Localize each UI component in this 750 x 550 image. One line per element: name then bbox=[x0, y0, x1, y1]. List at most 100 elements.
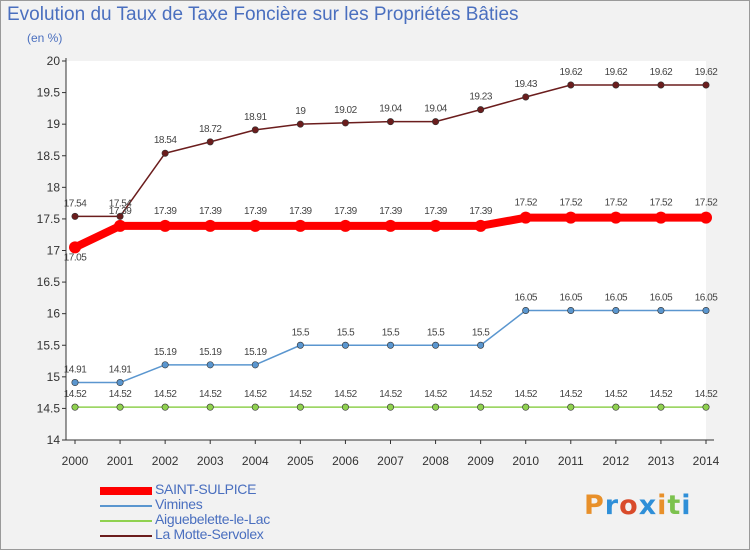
data-label: 17.39 bbox=[334, 206, 357, 217]
data-label: 16.05 bbox=[695, 293, 718, 304]
data-point bbox=[116, 403, 124, 411]
legend-label: Aiguebelette-le-Lac bbox=[155, 511, 270, 527]
x-tick-label: 2011 bbox=[558, 454, 584, 468]
data-point bbox=[206, 403, 214, 411]
data-point bbox=[567, 403, 575, 411]
data-point bbox=[477, 106, 485, 114]
data-point bbox=[296, 120, 304, 128]
logo-letter: i bbox=[657, 490, 668, 521]
data-label: 14.52 bbox=[650, 389, 673, 400]
data-label: 19.02 bbox=[334, 105, 357, 116]
data-label: 15.5 bbox=[427, 327, 445, 338]
logo-letter: x bbox=[638, 490, 658, 521]
data-point bbox=[432, 341, 440, 349]
chart-subtitle: (en %) bbox=[27, 31, 63, 45]
y-tick-label: 19 bbox=[47, 117, 61, 131]
x-tick-label: 2001 bbox=[107, 454, 134, 468]
data-label: 16.05 bbox=[514, 293, 537, 304]
y-tick-label: 15.5 bbox=[37, 338, 61, 352]
data-label: 18.72 bbox=[199, 124, 222, 135]
data-point bbox=[702, 307, 710, 315]
x-tick-label: 2002 bbox=[152, 454, 179, 468]
data-point bbox=[567, 81, 575, 89]
data-label: 19 bbox=[295, 106, 306, 117]
legend-label: SAINT-SULPICE bbox=[155, 481, 257, 497]
data-label: 17.39 bbox=[289, 206, 312, 217]
data-label: 14.52 bbox=[514, 389, 537, 400]
x-tick-label: 2008 bbox=[422, 454, 449, 468]
y-tick-label: 19.5 bbox=[37, 86, 61, 100]
x-tick-label: 2010 bbox=[512, 454, 539, 468]
data-label: 15.5 bbox=[337, 327, 355, 338]
x-tick-label: 2004 bbox=[242, 454, 269, 468]
data-label: 18.54 bbox=[154, 135, 177, 146]
data-label: 14.52 bbox=[154, 389, 177, 400]
legend-swatch bbox=[100, 487, 152, 495]
data-point bbox=[657, 307, 665, 315]
y-tick-label: 16 bbox=[47, 307, 61, 321]
data-label: 17.52 bbox=[605, 198, 628, 209]
data-point bbox=[339, 219, 352, 232]
data-point bbox=[700, 211, 712, 224]
data-point bbox=[251, 126, 259, 134]
data-label: 14.52 bbox=[64, 389, 87, 400]
data-label: 17.54 bbox=[64, 198, 87, 209]
plot-area bbox=[66, 61, 706, 440]
data-point bbox=[204, 219, 217, 232]
data-point bbox=[657, 403, 665, 411]
data-point bbox=[249, 219, 262, 232]
legend-swatch bbox=[100, 505, 152, 507]
data-label: 19.04 bbox=[424, 104, 447, 115]
data-label: 14.52 bbox=[199, 389, 222, 400]
y-tick-label: 16.5 bbox=[37, 275, 61, 289]
x-tick-label: 2006 bbox=[332, 454, 359, 468]
data-label: 16.05 bbox=[560, 293, 583, 304]
data-point bbox=[474, 219, 487, 232]
data-label: 19.62 bbox=[695, 67, 718, 78]
data-label: 14.52 bbox=[109, 389, 132, 400]
line-chart: 14 14.5 15 15.5 16 16.5 17 17.5 18 18.5 19 19.5 20 20… bbox=[37, 54, 720, 468]
data-label: 14.52 bbox=[244, 389, 267, 400]
data-point bbox=[522, 403, 530, 411]
data-label: 19.62 bbox=[650, 67, 673, 78]
legend-label: Vimines bbox=[155, 496, 203, 512]
data-label: 15.19 bbox=[154, 347, 177, 358]
data-label: 15.5 bbox=[472, 327, 490, 338]
logo-letter: i bbox=[681, 490, 692, 521]
data-point bbox=[386, 118, 394, 126]
data-label: 14.91 bbox=[109, 365, 132, 376]
data-point bbox=[564, 211, 577, 224]
data-label: 17.39 bbox=[109, 206, 132, 217]
data-label: 14.52 bbox=[334, 389, 357, 400]
data-label: 14.52 bbox=[424, 389, 447, 400]
y-tick-label: 18 bbox=[47, 180, 61, 194]
data-point bbox=[251, 361, 259, 369]
legend-label: La Motte-Servolex bbox=[155, 526, 264, 542]
data-label: 15.5 bbox=[382, 327, 400, 338]
y-tick-label: 17 bbox=[47, 244, 61, 258]
data-label: 14.52 bbox=[379, 389, 402, 400]
data-point bbox=[609, 211, 622, 224]
y-tick-label: 14 bbox=[47, 433, 61, 447]
x-tick-label: 2007 bbox=[377, 454, 404, 468]
data-point bbox=[71, 212, 79, 220]
data-label: 17.52 bbox=[560, 198, 583, 209]
logo-letter: r bbox=[604, 490, 620, 521]
logo-letter: o bbox=[619, 490, 639, 521]
data-point bbox=[341, 119, 349, 127]
data-label: 17.39 bbox=[154, 206, 177, 217]
data-label: 14.91 bbox=[64, 365, 87, 376]
data-point bbox=[612, 403, 620, 411]
data-label: 19.62 bbox=[605, 67, 628, 78]
data-point bbox=[251, 403, 259, 411]
data-label: 19.23 bbox=[469, 92, 492, 103]
data-label: 14.52 bbox=[560, 389, 583, 400]
data-point bbox=[702, 403, 710, 411]
data-point bbox=[341, 341, 349, 349]
data-point bbox=[116, 379, 124, 387]
data-point bbox=[657, 81, 665, 89]
x-tick-label: 2014 bbox=[693, 454, 720, 468]
x-tick-label: 2009 bbox=[467, 454, 494, 468]
data-label: 17.39 bbox=[244, 206, 267, 217]
data-label: 19.62 bbox=[560, 67, 583, 78]
